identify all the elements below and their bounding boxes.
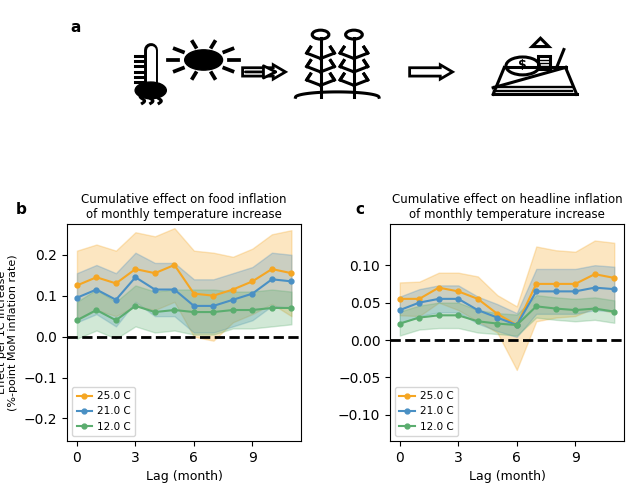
21.0 C xyxy=(396,307,404,313)
12.0 C xyxy=(112,318,120,323)
21.0 C xyxy=(93,287,100,293)
12.0 C xyxy=(572,307,579,313)
21.0 C xyxy=(493,315,501,320)
25.0 C xyxy=(190,291,198,296)
Line: 12.0 C: 12.0 C xyxy=(74,303,294,323)
25.0 C xyxy=(287,270,295,276)
25.0 C xyxy=(532,281,540,287)
21.0 C xyxy=(532,289,540,294)
Legend: 25.0 C, 21.0 C, 12.0 C: 25.0 C, 21.0 C, 12.0 C xyxy=(72,387,135,436)
Legend: 25.0 C, 21.0 C, 12.0 C: 25.0 C, 21.0 C, 12.0 C xyxy=(396,387,458,436)
21.0 C xyxy=(474,307,482,313)
12.0 C xyxy=(93,307,100,313)
12.0 C xyxy=(611,309,618,315)
Circle shape xyxy=(185,50,223,70)
21.0 C xyxy=(190,303,198,309)
21.0 C xyxy=(151,287,159,293)
21.0 C xyxy=(591,285,598,291)
Y-axis label: Effect per 1C increase
(%-point MoM inflation rate): Effect per 1C increase (%-point MoM infl… xyxy=(0,254,19,411)
25.0 C xyxy=(93,274,100,280)
21.0 C xyxy=(171,287,179,293)
25.0 C xyxy=(493,311,501,317)
12.0 C xyxy=(493,320,501,326)
21.0 C xyxy=(229,297,237,303)
Circle shape xyxy=(135,82,166,99)
Line: 25.0 C: 25.0 C xyxy=(74,263,294,298)
25.0 C xyxy=(268,266,276,272)
X-axis label: Lag (month): Lag (month) xyxy=(468,470,545,483)
21.0 C xyxy=(287,278,295,284)
Line: 21.0 C: 21.0 C xyxy=(74,275,294,308)
Text: c: c xyxy=(355,202,364,218)
12.0 C xyxy=(532,303,540,309)
Text: $: $ xyxy=(518,59,527,73)
12.0 C xyxy=(454,313,462,318)
21.0 C xyxy=(268,276,276,282)
25.0 C xyxy=(454,289,462,294)
25.0 C xyxy=(132,266,140,272)
21.0 C xyxy=(435,296,443,302)
12.0 C xyxy=(591,306,598,312)
21.0 C xyxy=(73,295,81,301)
21.0 C xyxy=(112,297,120,303)
12.0 C xyxy=(190,309,198,315)
21.0 C xyxy=(572,289,579,294)
25.0 C xyxy=(229,287,237,293)
21.0 C xyxy=(513,322,520,328)
25.0 C xyxy=(73,283,81,289)
12.0 C xyxy=(132,303,140,309)
25.0 C xyxy=(435,285,443,291)
Line: 21.0 C: 21.0 C xyxy=(397,285,617,327)
FancyArrow shape xyxy=(410,65,452,79)
21.0 C xyxy=(611,286,618,292)
12.0 C xyxy=(415,315,423,320)
25.0 C xyxy=(611,275,618,281)
25.0 C xyxy=(209,293,217,298)
25.0 C xyxy=(513,322,520,328)
21.0 C xyxy=(552,289,559,294)
Line: 12.0 C: 12.0 C xyxy=(397,304,617,327)
Text: a: a xyxy=(70,20,81,35)
21.0 C xyxy=(248,291,256,296)
12.0 C xyxy=(513,322,520,328)
Title: Cumulative effect on food inflation
of monthly temperature increase: Cumulative effect on food inflation of m… xyxy=(81,194,287,221)
25.0 C xyxy=(151,270,159,276)
12.0 C xyxy=(435,313,443,318)
12.0 C xyxy=(248,307,256,313)
12.0 C xyxy=(229,307,237,313)
Line: 25.0 C: 25.0 C xyxy=(397,272,617,327)
21.0 C xyxy=(415,300,423,306)
25.0 C xyxy=(248,278,256,284)
12.0 C xyxy=(209,309,217,315)
12.0 C xyxy=(268,305,276,311)
12.0 C xyxy=(73,318,81,323)
25.0 C xyxy=(552,281,559,287)
25.0 C xyxy=(171,262,179,268)
X-axis label: Lag (month): Lag (month) xyxy=(146,470,223,483)
12.0 C xyxy=(396,320,404,326)
12.0 C xyxy=(552,306,559,312)
Text: b: b xyxy=(16,202,27,218)
12.0 C xyxy=(151,309,159,315)
25.0 C xyxy=(591,271,598,277)
21.0 C xyxy=(209,303,217,309)
25.0 C xyxy=(474,296,482,302)
25.0 C xyxy=(572,281,579,287)
Title: Cumulative effect on headline inflation
of monthly temperature increase: Cumulative effect on headline inflation … xyxy=(392,194,622,221)
25.0 C xyxy=(112,280,120,286)
25.0 C xyxy=(396,296,404,302)
21.0 C xyxy=(132,274,140,280)
12.0 C xyxy=(287,305,295,311)
25.0 C xyxy=(415,296,423,302)
12.0 C xyxy=(474,318,482,324)
21.0 C xyxy=(454,296,462,302)
12.0 C xyxy=(171,307,179,313)
FancyArrow shape xyxy=(243,65,285,79)
